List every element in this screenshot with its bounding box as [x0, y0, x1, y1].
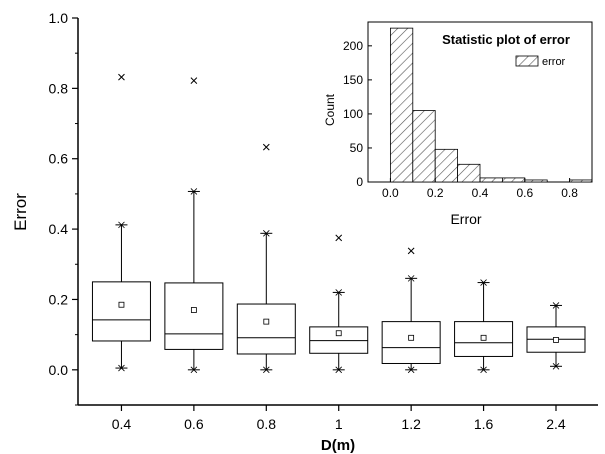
y-axis-title: Error: [11, 193, 30, 231]
extreme-marker: [118, 364, 125, 372]
box-iqr: [309, 326, 369, 354]
x-tick-label: 2.4: [546, 416, 566, 432]
extreme-marker: [263, 366, 270, 374]
y-ticks: 0.0 0.2 0.4 0.6 0.8 1.0: [49, 10, 78, 406]
inset-x-tick-label: 0.8: [561, 186, 578, 200]
outlier-marker: [118, 73, 125, 81]
inset-x-tick-label: 0.0: [382, 186, 399, 200]
boxplot-0.8: [236, 143, 296, 374]
inset-legend: error: [515, 55, 566, 68]
boxplot-2.4: [526, 302, 586, 370]
y-tick-label: 0.0: [49, 362, 69, 378]
mean-marker: [118, 301, 125, 308]
y-tick-label: 0.6: [49, 151, 69, 167]
inset-x-title: Error: [450, 211, 481, 227]
histogram-bar: [412, 110, 436, 183]
outlier-marker: [335, 234, 343, 242]
extreme-marker: [335, 289, 343, 296]
inset-x-tick-label: 0.4: [472, 186, 489, 200]
box-iqr: [236, 303, 296, 355]
histogram-bar: [479, 177, 503, 183]
extreme-marker: [190, 366, 198, 374]
x-tick-label: 1.6: [474, 416, 494, 432]
inset-x-tick-label: 0.6: [516, 186, 533, 200]
extreme-marker: [480, 366, 487, 374]
inset-title: Statistic plot of error: [442, 32, 570, 47]
box-iqr: [91, 281, 151, 342]
mean-marker: [553, 337, 559, 343]
boxplot-0.6: [164, 77, 224, 374]
x-tick-label: 1: [335, 416, 343, 432]
extreme-marker: [263, 230, 270, 237]
boxplot-0.4: [91, 73, 151, 372]
extreme-marker: [480, 279, 487, 286]
outlier-marker: [190, 77, 198, 84]
outlier-marker: [262, 143, 270, 151]
histogram-bar: [524, 179, 548, 183]
inset-y-ticks: 0 50 100 150 200: [343, 39, 372, 189]
histogram-bar: [434, 148, 459, 183]
x-tick-label: 0.6: [184, 416, 204, 432]
legend-swatch: [515, 55, 539, 67]
extreme-marker: [407, 366, 415, 374]
histogram-bar: [457, 163, 481, 183]
x-tick-label: 1.2: [401, 416, 421, 432]
inset-y-title: Count: [323, 93, 337, 126]
y-tick-label: 0.8: [49, 80, 69, 96]
box-iqr: [454, 321, 514, 357]
extreme-marker: [552, 302, 560, 309]
inset-y-tick-label: 100: [343, 107, 363, 121]
outlier-marker: [407, 247, 415, 255]
mean-marker: [408, 334, 415, 341]
inset-x-ticks: 0.0 0.2 0.4 0.6 0.8: [382, 178, 578, 200]
x-tick-label: 0.8: [257, 416, 277, 432]
inset-bars: [389, 27, 593, 183]
extreme-marker: [118, 221, 125, 229]
extreme-marker: [407, 275, 415, 282]
boxplot-1: [309, 234, 369, 374]
histogram-bar: [569, 179, 593, 183]
extreme-marker: [190, 188, 198, 195]
boxplots: [91, 73, 586, 374]
inset-x-tick-label: 0.2: [427, 186, 444, 200]
x-ticks: 0.4 0.6 0.8 1 1.2 1.6 2.4: [112, 405, 566, 432]
box-iqr: [381, 321, 441, 364]
boxplot-1.2: [381, 247, 441, 374]
legend-label-error: error: [542, 56, 566, 68]
x-tick-label: 0.4: [112, 416, 132, 432]
extreme-marker: [552, 363, 560, 370]
y-tick-label: 0.4: [49, 221, 69, 237]
main-plot: 0.0 0.2 0.4 0.6 0.8 1.0 0.4 0.6 0.8 1 1.2 1.6 2.4 E…: [11, 10, 598, 454]
mean-marker: [190, 307, 197, 313]
histogram-bar: [501, 177, 526, 183]
inset-histogram: 0 50 100 150 200 0.0 0.2 0.4 0.6 0.8 Statistic p…: [323, 21, 593, 227]
y-tick-label: 1.0: [49, 10, 69, 26]
inset-y-tick-label: 150: [343, 73, 363, 87]
boxplot-1.6: [454, 279, 514, 374]
inset-y-tick-label: 200: [343, 39, 363, 53]
inset-y-tick-label: 0: [356, 175, 363, 189]
x-axis-title: D(m): [321, 437, 355, 454]
mean-marker: [263, 318, 270, 325]
y-tick-label: 0.2: [49, 291, 69, 307]
mean-marker: [480, 334, 487, 341]
histogram-bar: [389, 27, 414, 183]
inset-y-tick-label: 50: [350, 141, 364, 155]
mean-marker: [335, 330, 342, 337]
extreme-marker: [335, 366, 343, 374]
box-iqr: [164, 282, 224, 350]
